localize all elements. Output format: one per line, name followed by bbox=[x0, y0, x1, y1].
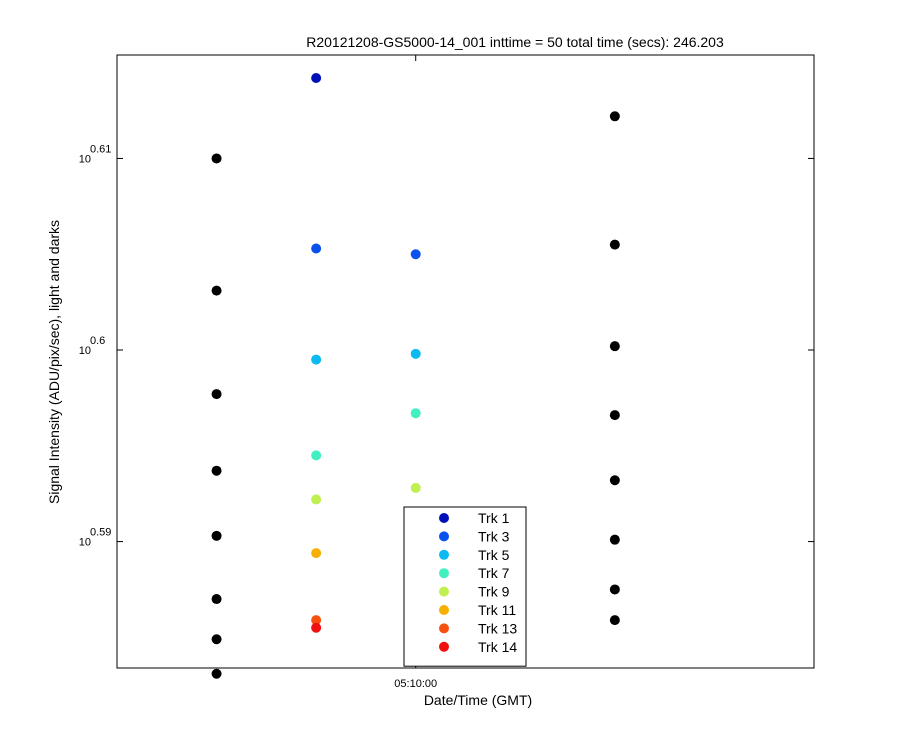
legend-marker bbox=[439, 586, 449, 597]
legend-entry: Trk 13 bbox=[478, 620, 517, 636]
legend-entry: Trk 14 bbox=[478, 639, 517, 655]
data-point bbox=[211, 465, 222, 476]
data-point bbox=[311, 72, 322, 83]
data-point bbox=[609, 534, 620, 545]
legend-entry: Trk 1 bbox=[478, 510, 510, 526]
x-axis-label: Date/Time (GMT) bbox=[424, 692, 532, 708]
data-point bbox=[311, 548, 322, 559]
data-point bbox=[609, 239, 620, 250]
data-point bbox=[311, 494, 322, 505]
legend-marker bbox=[439, 641, 449, 652]
legend-marker bbox=[439, 531, 449, 542]
chart-title: R20121208-GS5000-14_001 inttime = 50 tot… bbox=[306, 34, 724, 50]
x-tick-label: 05:10:00 bbox=[394, 678, 437, 690]
y-tick-label-power: 0.59 bbox=[90, 527, 111, 539]
data-point bbox=[311, 354, 322, 365]
legend-entry: Trk 5 bbox=[478, 547, 510, 563]
legend-marker bbox=[439, 623, 449, 634]
data-point bbox=[609, 475, 620, 486]
data-point bbox=[410, 482, 421, 493]
data-point bbox=[609, 584, 620, 595]
data-point bbox=[609, 615, 620, 626]
y-tick-label-base: 10 bbox=[79, 153, 91, 165]
data-point bbox=[609, 410, 620, 421]
data-point bbox=[211, 389, 222, 400]
legend-entry: Trk 11 bbox=[478, 602, 516, 618]
legend: Trk 1 Trk 3 Trk 5 Trk 7 Trk 9 Trk 11 Trk 13 Trk… bbox=[403, 506, 527, 667]
data-point bbox=[211, 153, 222, 164]
data-point bbox=[311, 615, 322, 626]
y-tick-label-base: 10 bbox=[79, 345, 91, 357]
data-point bbox=[410, 408, 421, 419]
legend-marker bbox=[439, 568, 449, 579]
legend-marker bbox=[439, 513, 449, 523]
data-point bbox=[311, 243, 322, 254]
data-point bbox=[410, 348, 421, 359]
data-point bbox=[211, 285, 222, 296]
data-point bbox=[410, 249, 421, 260]
y-tick-label-power: 0.6 bbox=[90, 335, 105, 347]
y-tick-label-power: 0.61 bbox=[90, 143, 111, 155]
y-tick-label-base: 10 bbox=[79, 537, 91, 549]
legend-box bbox=[403, 506, 527, 667]
legend-entry: Trk 9 bbox=[478, 584, 510, 600]
data-point bbox=[311, 622, 322, 633]
data-point bbox=[211, 530, 222, 541]
data-point bbox=[211, 594, 222, 605]
legend-entry: Trk 3 bbox=[478, 528, 510, 544]
y-axis-label: Signal Intensity (ADU/pix/sec), light an… bbox=[46, 220, 62, 504]
data-point bbox=[211, 634, 222, 645]
data-point bbox=[211, 668, 222, 679]
data-point bbox=[311, 450, 322, 461]
data-point bbox=[609, 111, 620, 122]
legend-marker bbox=[439, 549, 449, 560]
data-point bbox=[609, 341, 620, 352]
legend-marker bbox=[439, 605, 449, 615]
legend-entry: Trk 7 bbox=[478, 565, 510, 581]
